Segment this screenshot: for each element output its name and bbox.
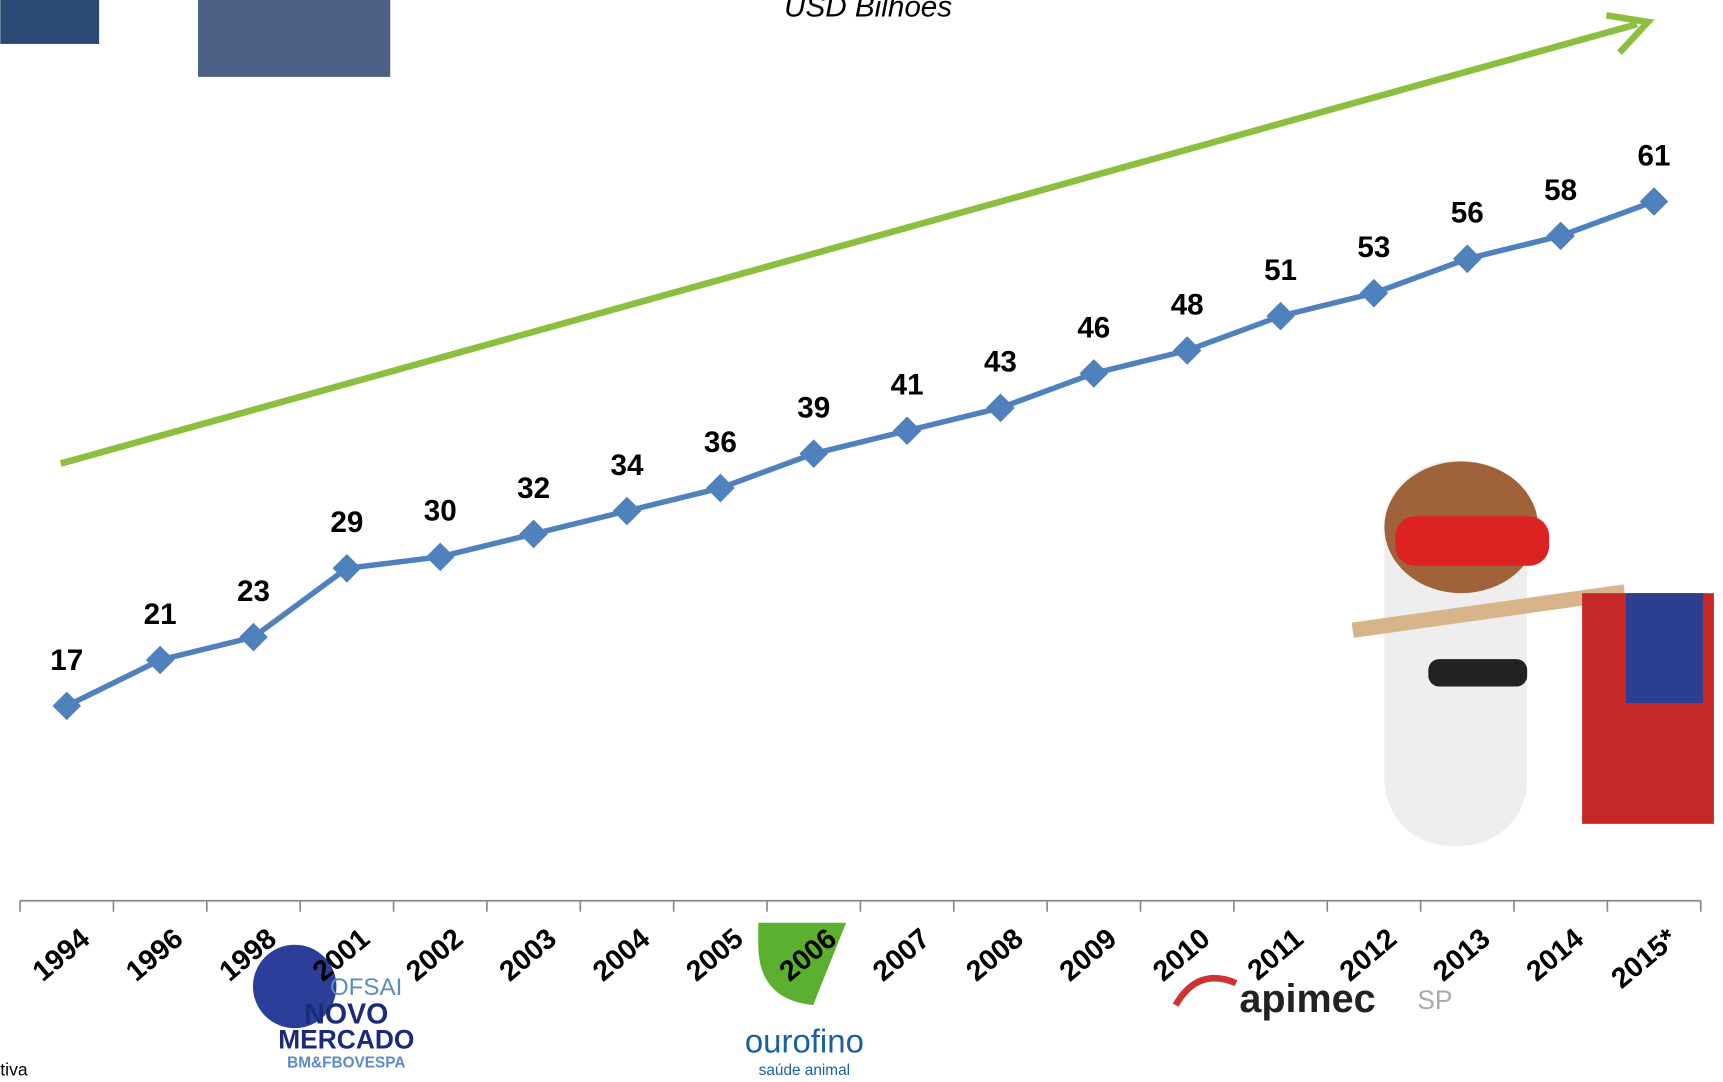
trend-arrow — [59, 20, 1638, 467]
x-tick-label: 2005 — [680, 922, 749, 987]
data-label: 17 — [50, 644, 83, 677]
marker — [986, 393, 1015, 423]
marker — [799, 439, 828, 468]
data-label: 56 — [1451, 197, 1484, 230]
data-label: 36 — [704, 426, 737, 459]
data-label: 48 — [1171, 288, 1204, 321]
x-tick-label: 2002 — [400, 923, 469, 988]
x-tick-label: 2015* — [1605, 922, 1683, 995]
logo-text: OFSAI — [330, 974, 402, 1001]
marker — [1546, 221, 1575, 251]
marker — [425, 542, 455, 572]
logo-text: BM&FBOVESPA — [287, 1054, 405, 1071]
ourofino-logo: ourofino saúde animal — [745, 922, 864, 1079]
logo-text: saúde animal — [759, 1062, 850, 1079]
marker — [1266, 301, 1295, 331]
x-tick-label: 2007 — [867, 923, 936, 988]
marker — [1639, 187, 1669, 216]
x-tick-label: 1996 — [120, 923, 189, 988]
marker — [239, 622, 268, 652]
corner-image — [198, 0, 391, 77]
data-label: 58 — [1544, 174, 1577, 207]
x-tick-label: 2014 — [1521, 922, 1590, 987]
logo-text: NOVO — [304, 999, 388, 1031]
marker — [1172, 336, 1202, 365]
marker — [52, 691, 82, 721]
marker — [519, 519, 548, 549]
data-label: 39 — [797, 392, 830, 425]
data-label: 41 — [891, 369, 924, 402]
data-label: 21 — [144, 598, 177, 631]
x-tick-label: 2004 — [587, 922, 656, 987]
marker — [145, 645, 175, 675]
x-tick-label: 2009 — [1054, 923, 1123, 988]
data-label: 32 — [517, 472, 550, 505]
marker — [706, 473, 735, 503]
apimec-logo: apimec SP — [1172, 974, 1453, 1021]
logo-text: ourofino — [745, 1022, 864, 1059]
data-label: 23 — [237, 575, 270, 608]
data-label: 61 — [1638, 139, 1671, 172]
marker — [612, 496, 642, 526]
logo-text: MERCADO — [278, 1024, 414, 1054]
series-line — [65, 198, 1656, 709]
data-label: 46 — [1077, 311, 1110, 344]
data-label: 34 — [610, 449, 643, 482]
dog-picture — [1351, 461, 1714, 846]
data-label: 53 — [1357, 231, 1390, 264]
subtitle: USD Bilhões — [784, 0, 952, 24]
trend-arrow-head — [1605, 12, 1655, 55]
x-tick-label: 2008 — [960, 923, 1029, 988]
x-tick-label: 2013 — [1427, 923, 1496, 988]
x-tick-label: 2003 — [494, 923, 563, 988]
marker — [1453, 244, 1482, 274]
marker — [1359, 278, 1389, 308]
x-tick-label: 1994 — [27, 922, 96, 987]
corner-image — [0, 0, 100, 44]
marker — [1079, 359, 1109, 388]
marker — [892, 416, 922, 446]
logo-text: SP — [1417, 985, 1452, 1015]
data-label: 43 — [984, 346, 1017, 379]
logo-text: apimec — [1239, 977, 1375, 1021]
data-label: 29 — [330, 506, 363, 539]
data-label: 30 — [424, 495, 457, 528]
novo-mercado-logo: OFSAI NOVO MERCADO BM&FBOVESPA — [252, 944, 414, 1071]
footer-fragment: tiva — [0, 1060, 28, 1080]
data-label: 51 — [1264, 254, 1297, 287]
